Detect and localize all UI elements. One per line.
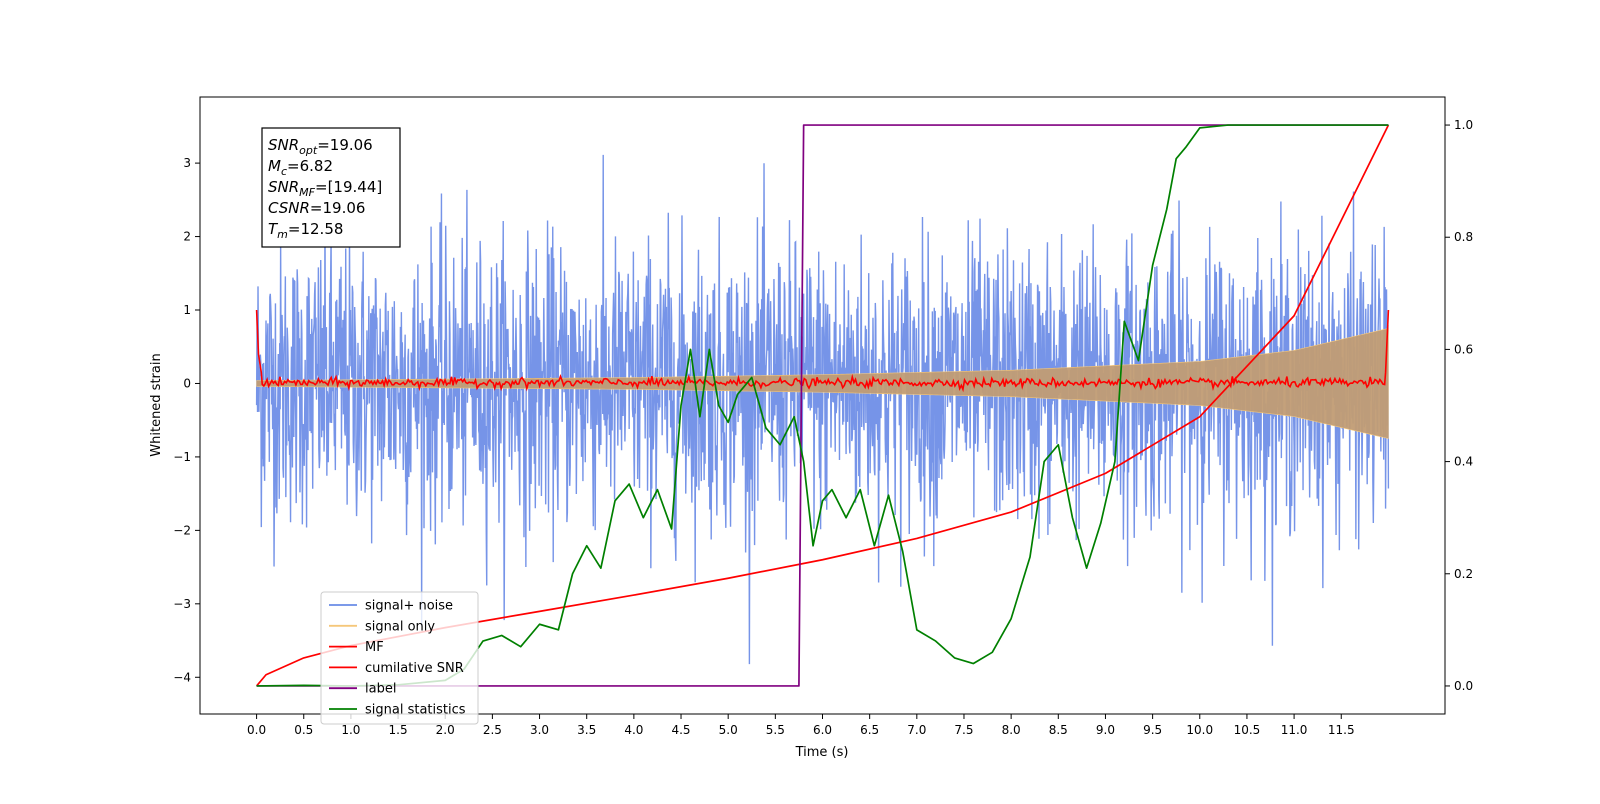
x-tick-label: 4.0 <box>624 723 643 737</box>
y-tick-label-right: 0.2 <box>1454 567 1473 581</box>
legend-label: signal statistics <box>365 703 466 718</box>
annotation-line: Tm=12.58 <box>268 220 343 241</box>
x-tick-label: 7.5 <box>954 723 973 737</box>
x-tick-label: 3.5 <box>577 723 596 737</box>
legend-label: signal+ noise <box>365 599 453 614</box>
y-tick-label-right: 0.4 <box>1454 455 1473 469</box>
annotation-line: Mc=6.82 <box>268 157 333 178</box>
series-label-line <box>256 124 1389 687</box>
series-cumulative-snr-line <box>255 124 1390 687</box>
x-tick-label: 11.5 <box>1328 723 1355 737</box>
annotation-line: SNRMF=[19.44] <box>268 178 382 199</box>
x-tick-label: 2.5 <box>483 723 502 737</box>
annotation-line: SNRopt=19.06 <box>268 136 373 157</box>
legend-label: cumilative SNR <box>365 661 464 676</box>
x-tick-label: 3.0 <box>530 723 549 737</box>
legend-label: MF <box>365 640 384 655</box>
x-tick-label: 11.0 <box>1281 723 1308 737</box>
plot-area <box>255 124 1390 687</box>
x-tick-label: 2.0 <box>436 723 455 737</box>
x-tick-label: 0.0 <box>247 723 266 737</box>
x-tick-label: 10.0 <box>1186 723 1213 737</box>
x-tick-label: 6.0 <box>813 723 832 737</box>
series-signal-noise-line <box>255 154 1390 665</box>
legend-label: signal only <box>365 619 435 634</box>
x-tick-label: 8.0 <box>1002 723 1021 737</box>
x-tick-label: 8.5 <box>1049 723 1068 737</box>
series-mf-line <box>255 309 1390 393</box>
y-tick-label-right: 0.0 <box>1454 679 1473 693</box>
legend: signal+ noise signal only MF cumilative SNR… <box>320 591 479 725</box>
x-tick-label: 7.0 <box>907 723 926 737</box>
y-tick-label-left: −1 <box>173 450 191 464</box>
legend-frame <box>320 591 479 725</box>
y-axis-label-left: Whitened strain <box>149 353 164 456</box>
y-tick-label-left: 2 <box>183 230 191 244</box>
y-tick-label-left: −4 <box>173 670 191 684</box>
y-tick-label-right: 1.0 <box>1454 118 1473 132</box>
x-tick-label: 4.5 <box>671 723 690 737</box>
legend-label: label <box>365 682 396 697</box>
x-tick-label: 1.5 <box>389 723 408 737</box>
x-axis-label: Time (s) <box>795 745 849 760</box>
y-tick-label-right: 0.8 <box>1454 230 1473 244</box>
x-tick-label: 10.5 <box>1234 723 1261 737</box>
y-tick-label-left: −2 <box>173 523 191 537</box>
x-tick-label: 9.5 <box>1143 723 1162 737</box>
y-tick-label-left: −3 <box>173 597 191 611</box>
tick-layer: 0.0 0.5 1.0 1.5 2.0 2.5 3.0 3.5 4.0 4.5 5.0 5.5 6.0 6… <box>173 118 1473 737</box>
annotation-box-frame <box>261 127 401 248</box>
y-tick-label-left: 3 <box>183 156 191 170</box>
series-signal-statistics-line <box>256 124 1389 687</box>
y-tick-label-left: 0 <box>183 376 191 390</box>
x-tick-label: 0.5 <box>294 723 313 737</box>
x-tick-label: 5.5 <box>766 723 785 737</box>
x-tick-label: 1.0 <box>341 723 360 737</box>
x-tick-label: 5.0 <box>719 723 738 737</box>
annotation-line: CSNR=19.06 <box>268 199 365 217</box>
y-tick-label-right: 0.6 <box>1454 342 1473 356</box>
x-tick-label: 6.5 <box>860 723 879 737</box>
y-tick-label-left: 1 <box>183 303 191 317</box>
stats-annotation-box: SNRopt=19.06Mc=6.82SNRMF=[19.44]CSNR=19.… <box>261 127 401 248</box>
x-tick-label: 9.0 <box>1096 723 1115 737</box>
